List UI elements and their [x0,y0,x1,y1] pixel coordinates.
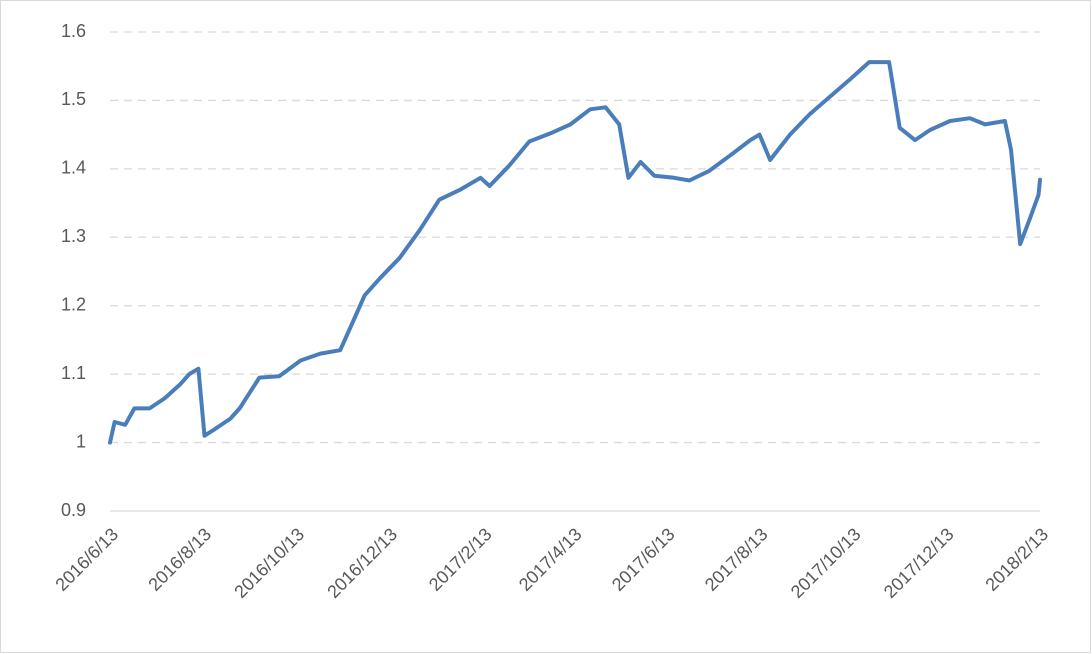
y-tick-label: 0.9 [61,500,86,520]
y-tick-label: 1.4 [61,158,86,178]
y-tick-label: 1.6 [61,21,86,41]
y-tick-label: 1.2 [61,294,86,314]
y-tick-label: 1.3 [61,226,86,246]
y-tick-label: 1 [76,431,86,451]
y-tick-label: 1.5 [61,89,86,109]
data-line [108,60,1042,445]
y-tick-label: 1.1 [61,363,86,383]
